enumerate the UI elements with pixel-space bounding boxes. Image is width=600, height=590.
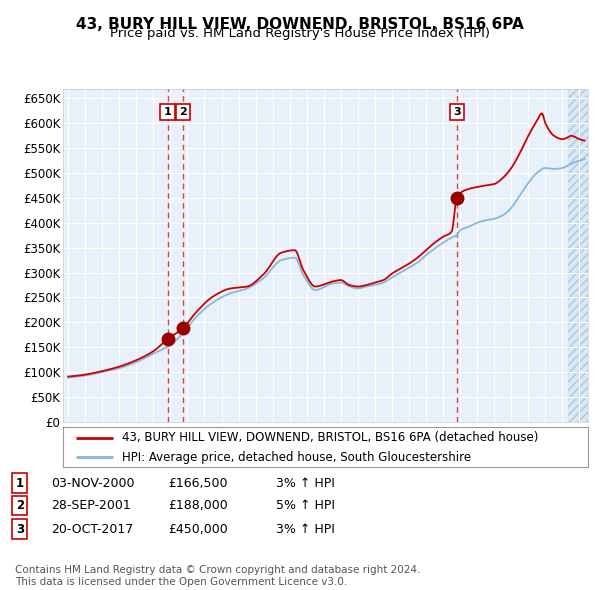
Text: £166,500: £166,500 bbox=[168, 477, 227, 490]
Text: Contains HM Land Registry data © Crown copyright and database right 2024.
This d: Contains HM Land Registry data © Crown c… bbox=[15, 565, 421, 587]
Text: 2: 2 bbox=[16, 499, 24, 512]
Bar bbox=[568, 88, 588, 422]
Text: HPI: Average price, detached house, South Gloucestershire: HPI: Average price, detached house, Sout… bbox=[122, 451, 472, 464]
Text: 3: 3 bbox=[16, 523, 24, 536]
Text: 43, BURY HILL VIEW, DOWNEND, BRISTOL, BS16 6PA: 43, BURY HILL VIEW, DOWNEND, BRISTOL, BS… bbox=[76, 17, 524, 31]
Text: 2: 2 bbox=[179, 107, 187, 117]
Text: 28-SEP-2001: 28-SEP-2001 bbox=[51, 499, 131, 512]
Text: 20-OCT-2017: 20-OCT-2017 bbox=[51, 523, 133, 536]
Text: 5% ↑ HPI: 5% ↑ HPI bbox=[276, 499, 335, 512]
Text: 3% ↑ HPI: 3% ↑ HPI bbox=[276, 523, 335, 536]
Text: 03-NOV-2000: 03-NOV-2000 bbox=[51, 477, 134, 490]
Text: 43, BURY HILL VIEW, DOWNEND, BRISTOL, BS16 6PA (detached house): 43, BURY HILL VIEW, DOWNEND, BRISTOL, BS… bbox=[122, 431, 539, 444]
Text: £188,000: £188,000 bbox=[168, 499, 228, 512]
Text: 3: 3 bbox=[453, 107, 461, 117]
Text: Price paid vs. HM Land Registry's House Price Index (HPI): Price paid vs. HM Land Registry's House … bbox=[110, 27, 490, 40]
Text: 3% ↑ HPI: 3% ↑ HPI bbox=[276, 477, 335, 490]
Text: 1: 1 bbox=[16, 477, 24, 490]
Bar bbox=[568, 88, 588, 422]
Text: 1: 1 bbox=[164, 107, 172, 117]
Text: £450,000: £450,000 bbox=[168, 523, 228, 536]
